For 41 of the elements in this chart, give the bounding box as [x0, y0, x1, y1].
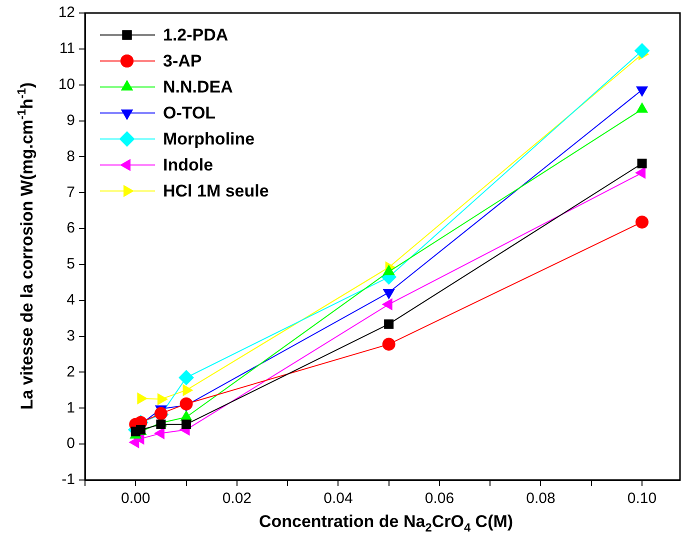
y-tick-label: 9: [66, 112, 75, 129]
point: [382, 338, 396, 351]
legend-label: Morpholine: [163, 130, 255, 149]
y-tick-label: 10: [58, 76, 75, 93]
y-tick-label: 1: [66, 399, 75, 416]
point: [636, 216, 649, 229]
x-tick-label: 0.10: [627, 490, 657, 508]
point: [182, 420, 192, 430]
x-axis-title: Concentration de Na$_{2}$CrO$_{4}$ C(M): [258, 512, 514, 534]
y-tick-label: 4: [66, 292, 75, 309]
y-tick-label: 5: [66, 256, 75, 273]
y-tick-label: 8: [66, 148, 75, 165]
y-tick-label: 6: [66, 220, 75, 237]
x-tick-label: 0.06: [424, 490, 454, 508]
point: [636, 167, 646, 179]
point: [156, 420, 166, 430]
legend-label: 3-AP: [163, 52, 202, 71]
point: [634, 43, 650, 58]
legend-label: N.N.DEA: [163, 78, 233, 97]
y-tick-label: 7: [66, 184, 75, 201]
point: [384, 319, 394, 329]
y-tick-label: 12: [58, 4, 75, 22]
y-tick-label: 11: [59, 40, 75, 58]
legend-label: HCl 1M seule: [163, 182, 269, 201]
y-tick-label: 3: [66, 327, 75, 344]
legend-label: O-TOL: [163, 104, 216, 123]
point: [637, 158, 647, 168]
legend-label: Indole: [163, 156, 214, 175]
point: [178, 370, 194, 386]
x-tick-label: 0.04: [324, 490, 353, 508]
legend-label: 1.2-PDA: [163, 26, 228, 45]
y-tick-label: -1: [62, 471, 75, 488]
y-tick-label: 0: [66, 435, 75, 452]
point: [180, 397, 193, 410]
y-tick-label: 2: [66, 363, 75, 380]
x-tick-label: 0.00: [121, 490, 150, 508]
point: [636, 86, 648, 96]
point: [157, 393, 168, 405]
x-tick-label: 0.02: [222, 490, 252, 508]
x-tick-label: 0.08: [526, 490, 556, 508]
point: [383, 288, 395, 299]
